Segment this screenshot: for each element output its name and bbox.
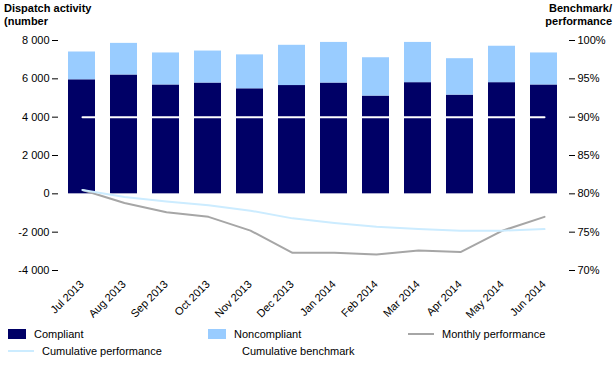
svg-text:-2 000: -2 000: [18, 226, 49, 238]
html-text:Benchmark/ performance: Benchmark/ performance: [545, 2, 612, 27]
svg-text:Dec 2013: Dec 2013: [254, 278, 296, 320]
svg-text:May 2014: May 2014: [463, 278, 506, 321]
svg-text:Apr 2014: Apr 2014: [424, 278, 464, 318]
svg-text:100%: 100%: [578, 34, 606, 46]
svg-text:Sep 2013: Sep 2013: [128, 278, 170, 320]
svg-text:0: 0: [43, 187, 49, 199]
svg-text:75%: 75%: [578, 226, 600, 238]
svg-text:4 000: 4 000: [22, 111, 50, 123]
svg-text:2 000: 2 000: [22, 149, 50, 161]
svg-text:-4 000: -4 000: [18, 264, 49, 276]
html-text:Cumulative benchmark: Cumulative benchmark: [242, 345, 355, 357]
svg-text:90%: 90%: [578, 111, 600, 123]
svg-text:85%: 85%: [578, 149, 600, 161]
html-text:Monthly performance: Monthly performance: [442, 328, 546, 340]
html-text:Dispatch activity (number: Dispatch activity (number: [4, 2, 92, 27]
svg-text:70%: 70%: [578, 264, 600, 276]
svg-text:95%: 95%: [578, 72, 600, 84]
html-text:Compliant: Compliant: [34, 328, 84, 340]
svg-text:80%: 80%: [578, 187, 600, 199]
svg-text:8 000: 8 000: [22, 34, 50, 46]
svg-text:Aug 2013: Aug 2013: [86, 278, 128, 320]
svg-text:Oct 2013: Oct 2013: [172, 278, 212, 318]
svg-text:Nov 2013: Nov 2013: [212, 278, 254, 320]
html-text:Cumulative performance: Cumulative performance: [42, 345, 162, 357]
svg-text:Mar 2014: Mar 2014: [381, 278, 422, 319]
svg-text:Jul 2013: Jul 2013: [48, 278, 86, 316]
svg-text:Feb 2014: Feb 2014: [339, 278, 380, 319]
html-text:Noncompliant: Noncompliant: [234, 328, 302, 340]
svg-text:Jun 2014: Jun 2014: [507, 278, 547, 318]
svg-text:Jan 2014: Jan 2014: [297, 278, 337, 318]
svg-text:6 000: 6 000: [22, 72, 50, 84]
